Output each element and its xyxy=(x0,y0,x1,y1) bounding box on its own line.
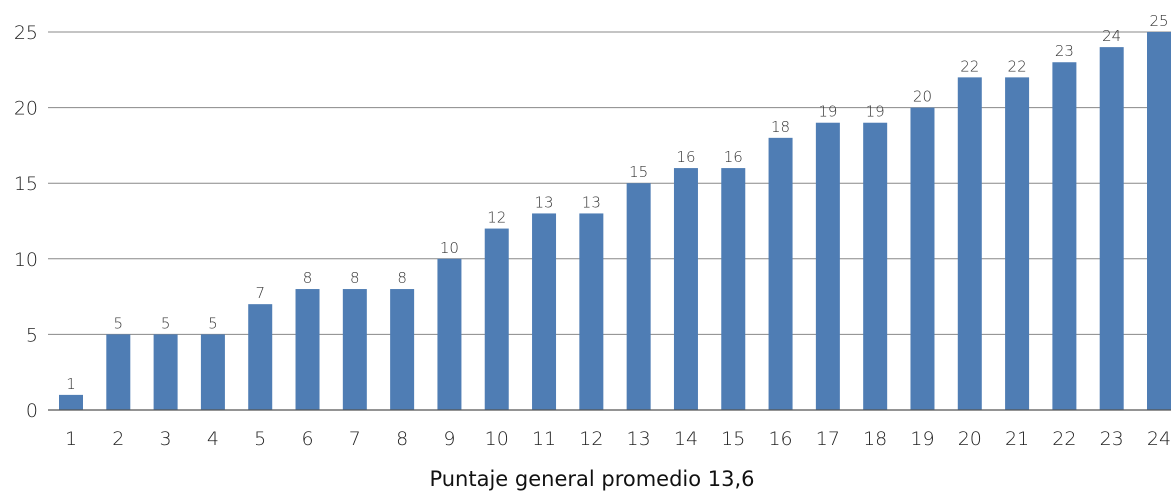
bar xyxy=(342,289,367,410)
data-label: 25 xyxy=(1149,12,1168,30)
data-label: 16 xyxy=(724,148,743,166)
gridlines xyxy=(48,31,1171,335)
bar xyxy=(1052,62,1077,411)
data-label: 8 xyxy=(350,269,360,287)
data-label: 18 xyxy=(771,118,790,136)
y-tick-label: 15 xyxy=(14,173,38,195)
data-label: 20 xyxy=(913,88,932,106)
bar xyxy=(1147,32,1171,410)
bar xyxy=(957,77,982,411)
x-tick-label: 3 xyxy=(160,428,172,450)
x-axis-ticks: 1 2 3 4 5 6 7 8 9 10 11 12 13 14 15 16 17 18 19 20 21 22 23 24 xyxy=(65,428,1171,450)
x-tick-label: 11 xyxy=(532,428,556,450)
data-label: 19 xyxy=(866,103,885,121)
bar xyxy=(295,289,320,410)
data-label: 10 xyxy=(440,239,459,257)
data-label: 15 xyxy=(629,163,648,181)
data-label: 5 xyxy=(161,314,171,332)
bar xyxy=(437,258,462,410)
data-label: 5 xyxy=(114,314,124,332)
x-tick-label: 10 xyxy=(485,428,509,450)
data-label: 12 xyxy=(487,209,506,227)
data-label: 1 xyxy=(66,375,76,393)
x-tick-label: 24 xyxy=(1147,428,1171,450)
x-tick-label: 9 xyxy=(443,428,455,450)
bar xyxy=(721,168,746,410)
x-tick-label: 17 xyxy=(816,428,840,450)
data-label: 7 xyxy=(255,284,265,302)
data-label: 23 xyxy=(1055,42,1074,60)
bar xyxy=(390,289,415,410)
bar xyxy=(532,213,557,410)
data-label: 16 xyxy=(676,148,695,166)
bars xyxy=(59,32,1171,411)
bar xyxy=(579,213,604,410)
x-tick-label: 12 xyxy=(579,428,603,450)
bar xyxy=(248,304,273,410)
x-tick-label: 23 xyxy=(1100,428,1124,450)
x-tick-label: 16 xyxy=(768,428,792,450)
x-tick-label: 22 xyxy=(1052,428,1076,450)
bar xyxy=(1005,77,1030,411)
x-tick-label: 6 xyxy=(301,428,313,450)
x-tick-label: 2 xyxy=(112,428,124,450)
x-tick-label: 4 xyxy=(207,428,219,450)
bar xyxy=(768,137,793,410)
bar xyxy=(59,394,83,410)
data-label: 13 xyxy=(534,193,553,211)
bar xyxy=(863,122,888,410)
bar xyxy=(1099,47,1124,411)
bar xyxy=(484,228,509,410)
y-tick-label: 10 xyxy=(14,249,38,271)
data-label: 13 xyxy=(582,193,601,211)
bar xyxy=(106,334,131,410)
bar xyxy=(910,107,935,410)
x-tick-label: 14 xyxy=(674,428,698,450)
data-label: 24 xyxy=(1102,27,1121,45)
y-axis-ticks: 0 5 10 15 20 25 xyxy=(14,22,38,422)
x-tick-label: 5 xyxy=(254,428,266,450)
x-tick-label: 20 xyxy=(958,428,982,450)
x-tick-label: 13 xyxy=(627,428,651,450)
x-tick-label: 8 xyxy=(396,428,408,450)
y-tick-label: 0 xyxy=(26,400,38,422)
bar xyxy=(153,334,178,410)
y-tick-label: 5 xyxy=(26,324,38,346)
bar xyxy=(626,183,651,410)
x-tick-label: 21 xyxy=(1005,428,1029,450)
data-label: 22 xyxy=(960,57,979,75)
x-tick-label: 7 xyxy=(349,428,361,450)
x-tick-label: 15 xyxy=(721,428,745,450)
y-tick-label: 20 xyxy=(14,98,38,120)
y-tick-label: 25 xyxy=(14,22,38,44)
data-label: 22 xyxy=(1008,57,1027,75)
x-axis-title: Puntaje general promedio 13,6 xyxy=(429,467,754,491)
x-tick-label: 1 xyxy=(65,428,77,450)
data-label: 19 xyxy=(818,103,837,121)
data-label: 8 xyxy=(397,269,407,287)
data-label: 5 xyxy=(208,314,218,332)
data-label: 8 xyxy=(303,269,313,287)
bar xyxy=(673,168,698,410)
x-tick-label: 18 xyxy=(863,428,887,450)
bar xyxy=(200,334,225,410)
bar xyxy=(815,122,840,410)
x-tick-label: 19 xyxy=(910,428,934,450)
